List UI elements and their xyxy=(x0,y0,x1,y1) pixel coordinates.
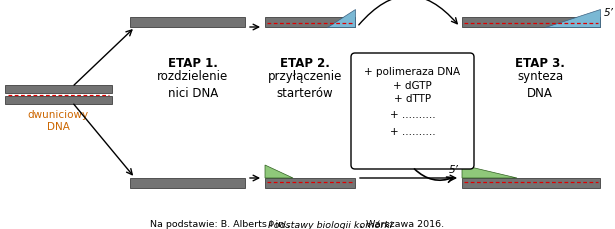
Bar xyxy=(5,96,112,104)
Bar xyxy=(265,17,355,27)
Bar xyxy=(130,17,245,27)
Text: + ..........: + .......... xyxy=(390,127,435,137)
Text: + ..........: + .......... xyxy=(390,110,435,120)
Text: ETAP 1.: ETAP 1. xyxy=(168,57,218,70)
Polygon shape xyxy=(462,165,517,178)
Text: + polimeraza DNA: + polimeraza DNA xyxy=(365,67,461,77)
Text: 5’: 5’ xyxy=(604,8,614,18)
Text: synteza
DNA: synteza DNA xyxy=(517,70,563,100)
Bar xyxy=(265,178,355,188)
Polygon shape xyxy=(545,9,600,27)
Text: Na podstawie: B. Alberts i in.,: Na podstawie: B. Alberts i in., xyxy=(150,220,293,229)
Text: ETAP 2.: ETAP 2. xyxy=(280,57,330,70)
FancyBboxPatch shape xyxy=(351,53,474,169)
Text: rozdzielenie
nici DNA: rozdzielenie nici DNA xyxy=(157,70,229,100)
Text: dwuniciowy
DNA: dwuniciowy DNA xyxy=(28,110,89,132)
Text: , Warszawa 2016.: , Warszawa 2016. xyxy=(360,220,444,229)
Polygon shape xyxy=(265,165,293,178)
Bar xyxy=(5,85,112,93)
Text: + dTTP: + dTTP xyxy=(394,94,431,104)
Bar xyxy=(130,178,245,188)
Polygon shape xyxy=(327,9,355,27)
Text: + dGTP: + dGTP xyxy=(393,81,432,91)
Text: przyłączenie
starterów: przyłączenie starterów xyxy=(268,70,342,100)
Text: 5’: 5’ xyxy=(449,165,459,175)
Bar xyxy=(462,178,600,188)
Text: ETAP 3.: ETAP 3. xyxy=(515,57,565,70)
Bar xyxy=(462,17,600,27)
Text: Podstawy biologii komórki: Podstawy biologii komórki xyxy=(268,220,392,229)
